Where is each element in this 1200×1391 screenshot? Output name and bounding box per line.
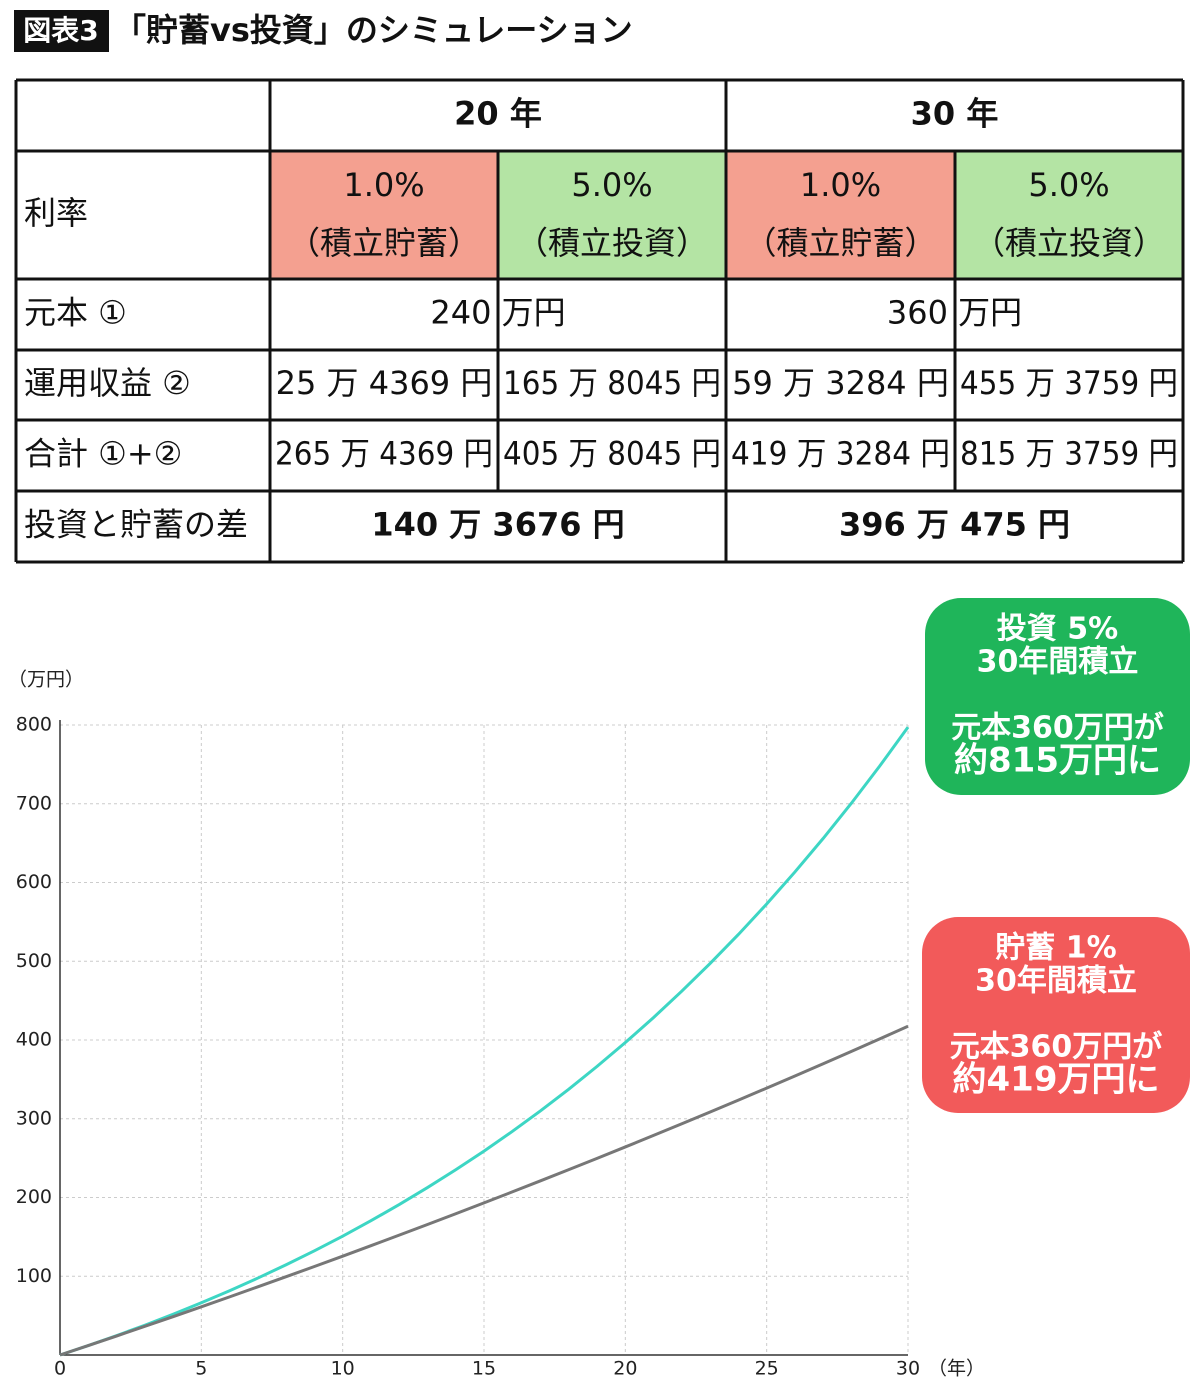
table-cell: 1.0% — [343, 166, 424, 204]
title: 「貯蓄vs投資」のシミュレーション — [114, 11, 633, 49]
y-tick-label: 700 — [16, 792, 52, 814]
table-cell: 運用収益 ② — [24, 364, 191, 402]
callout-text: 30年間積立 — [975, 964, 1137, 999]
table-cell: 合計 ①+② — [24, 435, 182, 473]
table-cell: 405 万 8045 円 — [503, 435, 721, 473]
x-tick-label: 15 — [472, 1358, 496, 1380]
x-tick-label: 20 — [613, 1358, 637, 1380]
table-cell: 25 万 4369 円 — [276, 364, 493, 402]
callout-text: 元本360万円が — [950, 1030, 1163, 1065]
data-line — [59, 726, 910, 1357]
table-cell: 利率 — [24, 194, 88, 232]
table-cell: （積立貯蓄） — [288, 224, 480, 262]
y-tick-label: 300 — [16, 1107, 52, 1129]
callout-text: 約419万円に — [953, 1060, 1160, 1100]
y-tick-label: 400 — [16, 1029, 52, 1051]
badge: 図表3 — [23, 14, 98, 47]
table-cell: 投資と貯蓄の差 — [24, 506, 248, 544]
table-cell: 455 万 3759 円 — [960, 364, 1178, 402]
x-tick-label: 5 — [195, 1358, 207, 1380]
x-tick-label: 10 — [331, 1358, 355, 1380]
table-cell: 419 万 3284 円 — [731, 435, 950, 473]
callout-bg — [922, 917, 1190, 1113]
table-cell: 5.0% — [1028, 166, 1109, 204]
rate-cell-bg — [726, 151, 955, 279]
table-cell: 30 年 — [911, 95, 999, 133]
y-tick-label: 600 — [16, 871, 52, 893]
x-tick-label: 30 — [896, 1358, 920, 1380]
callout-text: 元本360万円が — [951, 711, 1164, 746]
x-tick-label: 0 — [54, 1358, 66, 1380]
y-axis-label: （万円） — [8, 669, 84, 691]
x-axis-label: （年） — [928, 1358, 985, 1380]
table-cell: 1.0% — [800, 166, 881, 204]
table-cell: 265 万 4369 円 — [275, 435, 493, 473]
rate-cell-bg — [270, 151, 498, 279]
table-cell: 59 万 3284 円 — [732, 364, 949, 402]
y-tick-label: 100 — [16, 1265, 52, 1287]
data-line — [59, 1024, 909, 1357]
callout-text: 30年間積立 — [977, 645, 1139, 680]
table-cell: 20 年 — [454, 95, 542, 133]
x-tick-label: 25 — [755, 1358, 779, 1380]
callout-bg — [925, 598, 1190, 795]
table-cell: （積立投資） — [516, 224, 708, 262]
callout-text: 約815万円に — [954, 741, 1161, 781]
y-tick-label: 800 — [16, 714, 52, 736]
callout-text: 投資 5% — [997, 612, 1118, 647]
table-cell: 815 万 3759 円 — [960, 435, 1178, 473]
rate-cell-bg — [498, 151, 726, 279]
rate-cell-bg — [955, 151, 1183, 279]
table-cell: 140 万 3676 円 — [371, 506, 624, 544]
badge-bg — [14, 10, 109, 52]
table-cell: 396 万 475 円 — [839, 506, 1070, 544]
table-cell: （積立貯蓄） — [744, 224, 936, 262]
table-cell: 165 万 8045 円 — [503, 364, 721, 402]
y-tick-label: 500 — [16, 950, 52, 972]
table-cell: 5.0% — [571, 166, 652, 204]
table-cell: （積立投資） — [973, 224, 1165, 262]
y-tick-label: 200 — [16, 1186, 52, 1208]
table-cell: 元本 ① — [24, 294, 127, 332]
callout-text: 貯蓄 1% — [995, 931, 1116, 966]
